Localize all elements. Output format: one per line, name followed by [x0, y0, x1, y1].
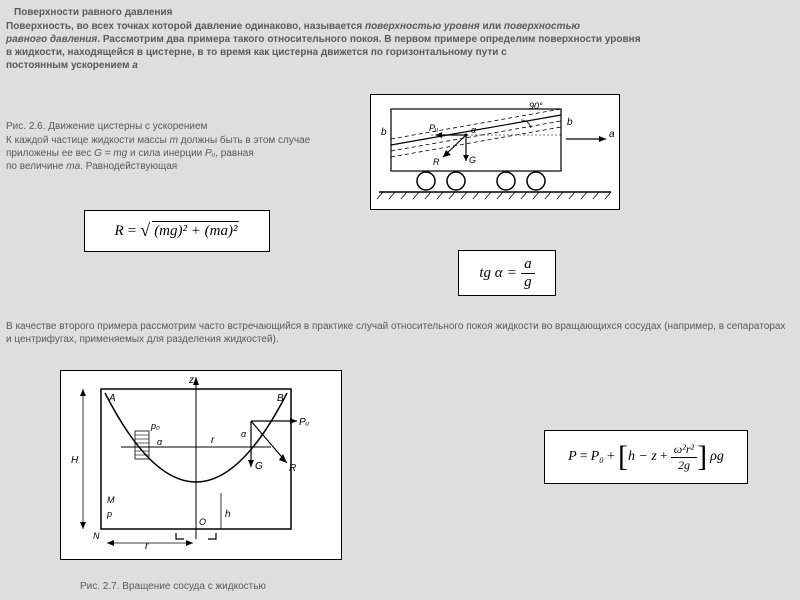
caption-27: Рис. 2.7. Вращение сосуда с жидкостью [80, 580, 266, 593]
svg-text:α: α [157, 437, 163, 447]
caption-26: Рис. 2.6. Движение цистерны с ускорением [6, 120, 207, 133]
intro-3b: постоянным ускорением [6, 60, 132, 71]
svg-text:M: M [107, 495, 115, 505]
equation-P: P = P₀ + [ h − z + ω²r² 2g ] ρg [544, 430, 748, 484]
intro-mid: или [480, 21, 504, 32]
intro-3a: в жидкости, находящейся в цистерне, в то… [6, 47, 507, 58]
svg-text:b: b [381, 127, 387, 138]
para2: К каждой частице жидкости массы m должны… [6, 134, 366, 173]
intro-em3: равного давления [6, 34, 97, 45]
figure-26: 90° b b a α Pᵤ G R [370, 94, 620, 210]
svg-text:a: a [609, 129, 615, 140]
svg-text:H: H [71, 455, 79, 466]
intro-block: Поверхность, во всех точках которой давл… [6, 20, 796, 72]
svg-text:z: z [188, 375, 194, 386]
intro-em2: поверхностью [504, 21, 580, 32]
svg-text:B: B [277, 393, 284, 404]
svg-text:90°: 90° [529, 101, 543, 111]
equation-tga: tg α = a g [458, 250, 556, 296]
svg-text:R: R [433, 157, 440, 167]
svg-text:Pᵤ: Pᵤ [299, 417, 310, 428]
svg-text:O: O [199, 517, 206, 527]
svg-text:N: N [93, 531, 100, 541]
equation-R: R = √ (mg)² + (ma)² [84, 210, 270, 252]
svg-text:G: G [469, 155, 476, 165]
title: Поверхности равного давления [14, 6, 172, 19]
intro-em1: поверхностью уровня [365, 21, 480, 32]
svg-text:α: α [471, 125, 477, 135]
svg-text:h: h [225, 509, 231, 520]
svg-text:R: R [289, 463, 296, 474]
svg-text:α: α [241, 429, 247, 439]
svg-text:r: r [211, 435, 215, 446]
svg-text:G: G [255, 461, 263, 472]
svg-text:p: p [106, 509, 112, 519]
svg-text:A: A [108, 393, 116, 404]
svg-text:Pᵤ: Pᵤ [429, 123, 438, 133]
svg-text:p₀: p₀ [150, 421, 160, 431]
svg-text:b: b [567, 117, 573, 128]
intro-1: Поверхность, во всех точках которой давл… [6, 21, 365, 32]
intro-2: . Рассмотрим два примера такого относите… [97, 34, 640, 45]
para3: В качестве второго примера рассмотрим ча… [6, 320, 786, 346]
intro-a: a [132, 60, 138, 71]
figure-27: z A B r r p₀ α α Pᵤ G R H h M p N O [60, 370, 342, 560]
